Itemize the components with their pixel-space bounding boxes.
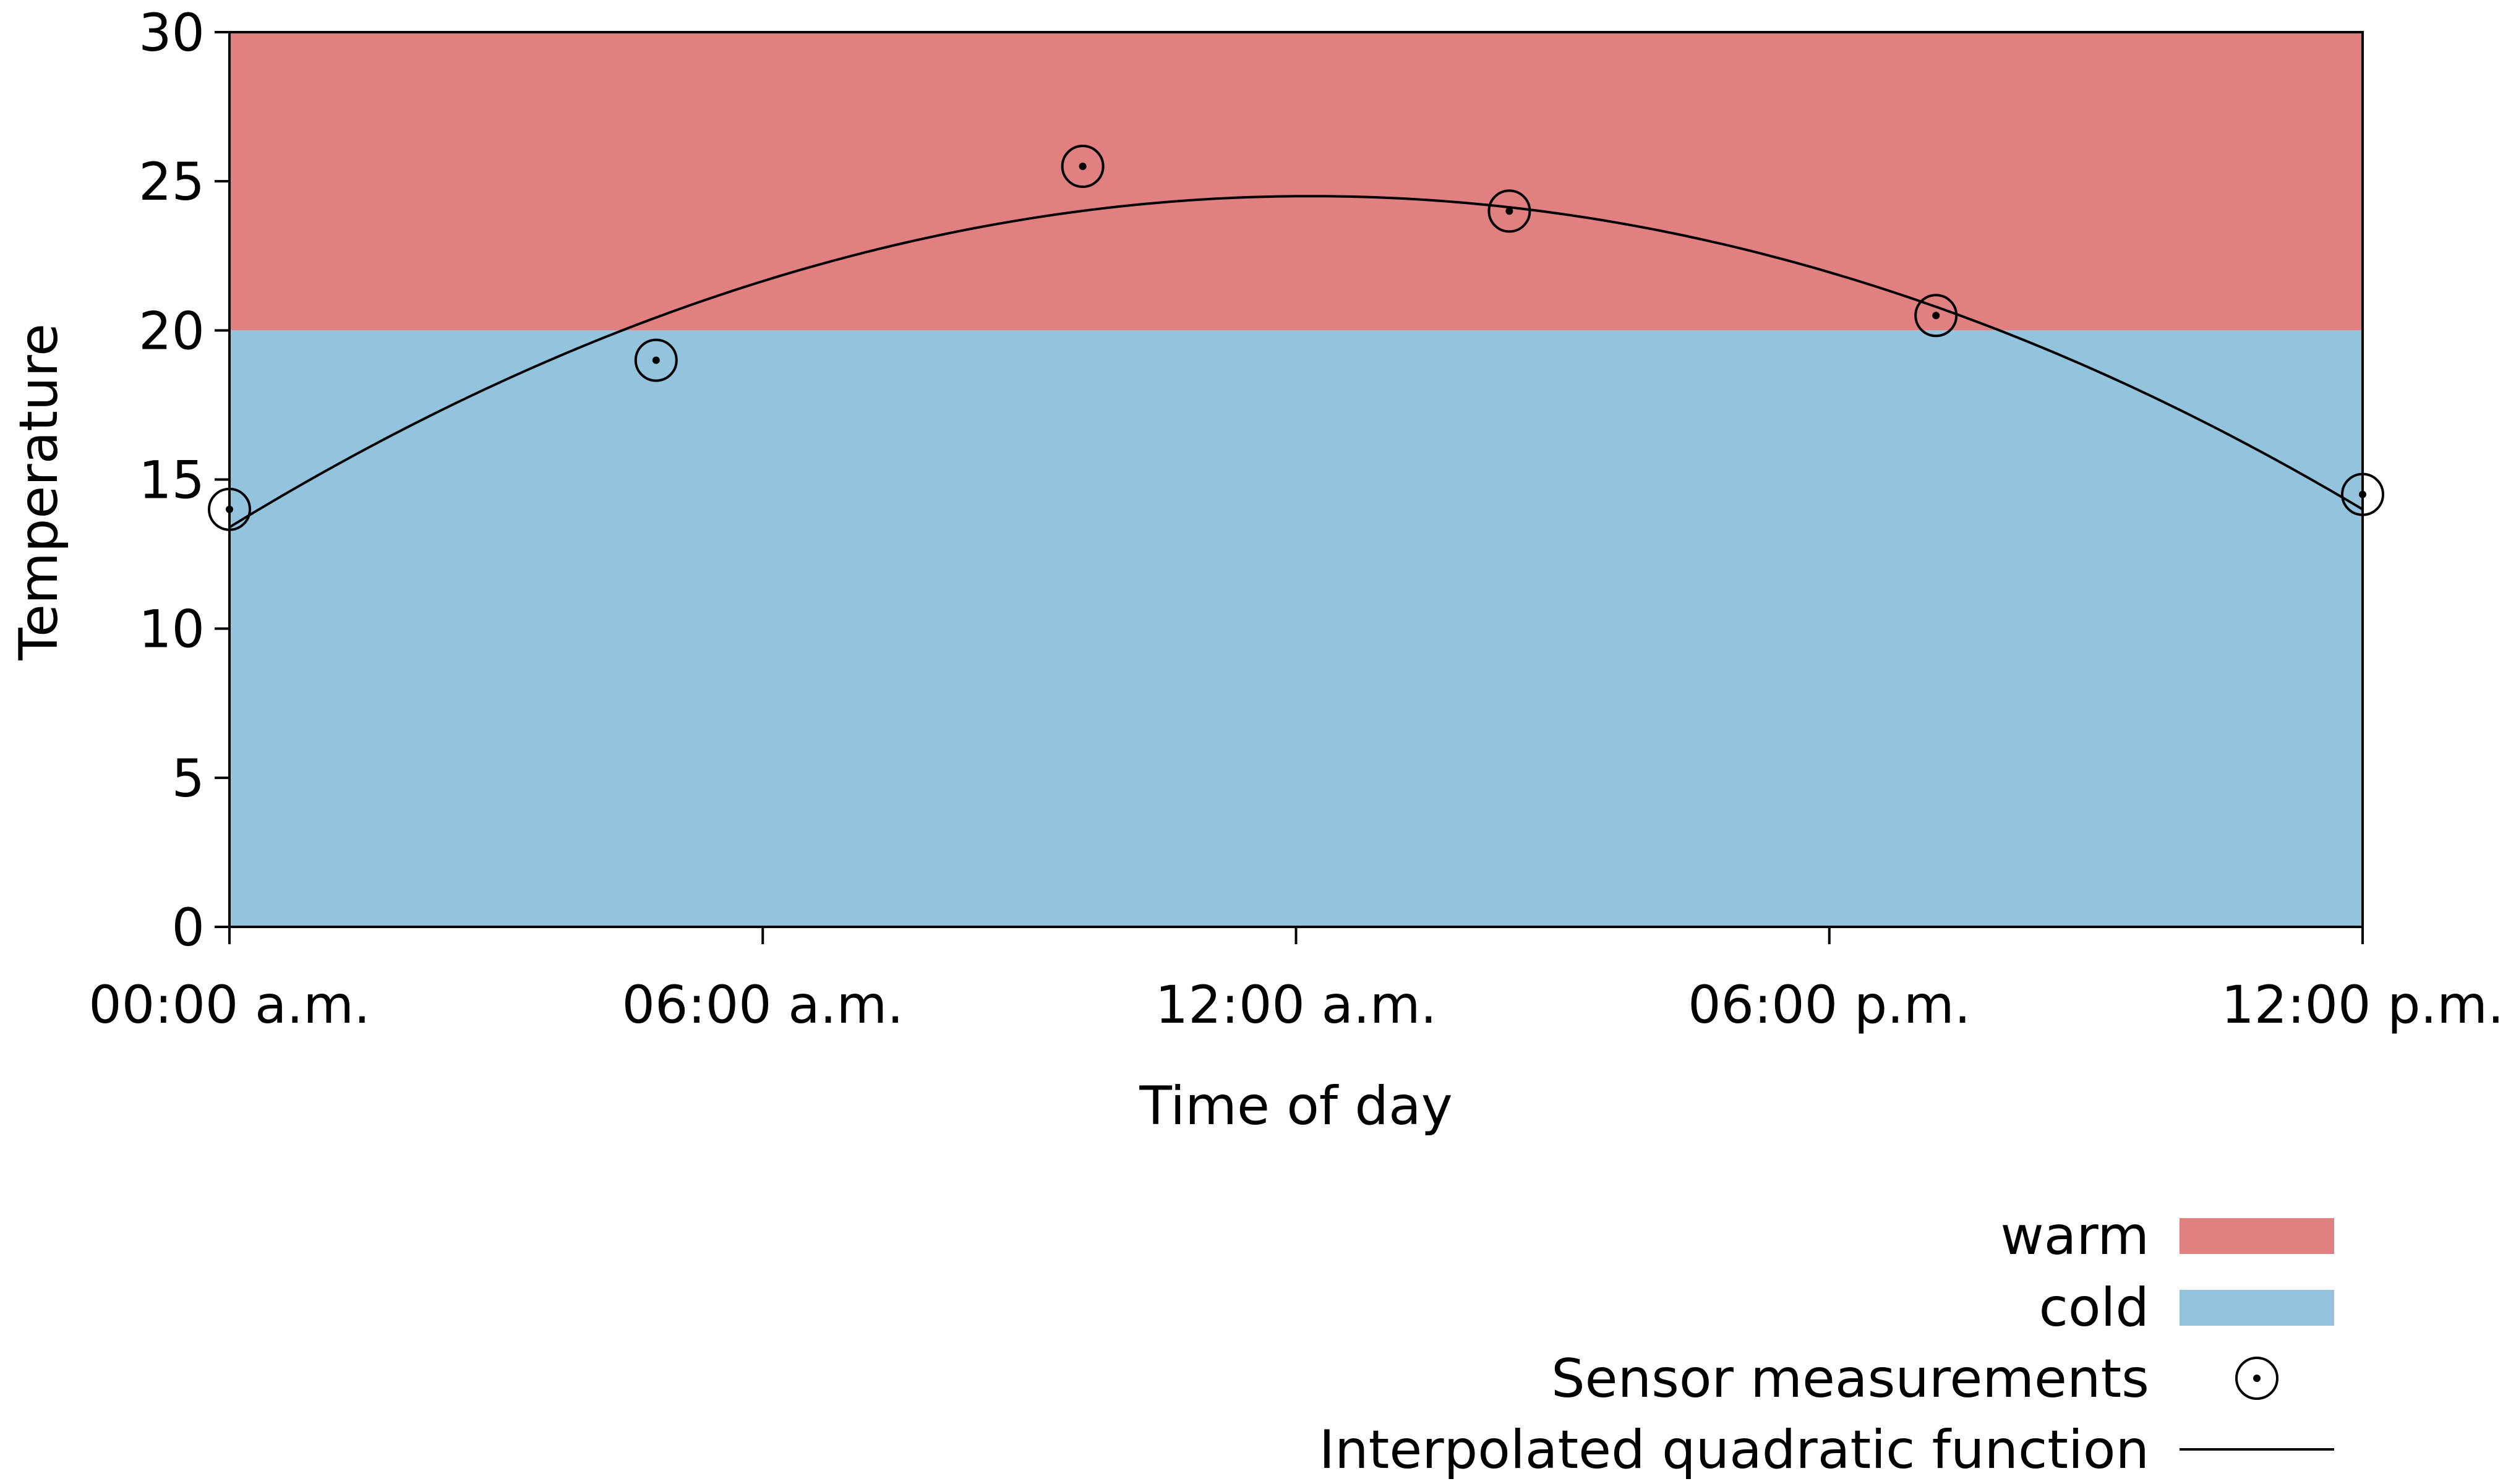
data-point-dot bbox=[1505, 207, 1513, 215]
y-axis: 0 5 10 15 20 25 30 bbox=[139, 2, 229, 958]
legend-swatch bbox=[2180, 1218, 2334, 1254]
data-point-dot bbox=[652, 356, 660, 364]
y-tick-label: 25 bbox=[139, 151, 205, 212]
points-layer bbox=[208, 145, 2384, 531]
legend-label: cold bbox=[2039, 1277, 2149, 1339]
data-point-ring bbox=[208, 487, 251, 531]
data-point-dot bbox=[1079, 163, 1087, 171]
legend-label: Sensor measurements bbox=[1551, 1348, 2149, 1410]
x-tick-label: 06:00 p.m. bbox=[1688, 974, 1970, 1035]
data-point-ring bbox=[2341, 472, 2384, 516]
data-point bbox=[208, 487, 251, 531]
legend: warm cold Sensor measurements Interpolated … bbox=[1319, 1205, 2334, 1481]
y-tick-label: 15 bbox=[139, 450, 205, 511]
legend-marker-dot bbox=[2253, 1375, 2261, 1382]
data-point-dot bbox=[226, 505, 233, 513]
x-tick-label: 06:00 a.m. bbox=[622, 974, 904, 1035]
legend-label: Interpolated quadratic function bbox=[1319, 1419, 2149, 1481]
legend-item: warm bbox=[2000, 1205, 2334, 1267]
quadratic-curve-line bbox=[228, 195, 2364, 529]
y-tick-label: 0 bbox=[172, 897, 205, 958]
data-point bbox=[1914, 294, 1958, 338]
legend-label: warm bbox=[2000, 1205, 2149, 1267]
legend-item: cold bbox=[2039, 1277, 2334, 1339]
data-point-dot bbox=[1932, 312, 1940, 320]
x-tick-label: 12:00 p.m. bbox=[2221, 974, 2503, 1035]
data-point bbox=[2341, 472, 2384, 516]
data-point bbox=[634, 338, 678, 382]
y-tick-label: 20 bbox=[139, 301, 205, 361]
data-point bbox=[1061, 145, 1105, 189]
x-tick-label: 00:00 a.m. bbox=[88, 974, 370, 1035]
data-point-ring bbox=[634, 338, 678, 382]
data-point-ring bbox=[1487, 189, 1531, 233]
y-tick-label: 10 bbox=[139, 599, 205, 660]
band-warm bbox=[229, 32, 2363, 331]
legend-item: Sensor measurements bbox=[1551, 1348, 2278, 1410]
legend-item: Interpolated quadratic function bbox=[1319, 1419, 2334, 1481]
data-point-ring bbox=[1061, 145, 1105, 189]
x-tick-label: 12:00 a.m. bbox=[1155, 974, 1437, 1035]
y-axis-label: Temperature bbox=[8, 323, 70, 661]
bands-layer bbox=[229, 32, 2363, 927]
band-cold bbox=[229, 330, 2363, 927]
legend-swatch bbox=[2180, 1290, 2334, 1326]
legend-marker-ring bbox=[2235, 1357, 2278, 1400]
data-point-dot bbox=[2359, 490, 2366, 498]
y-tick-label: 30 bbox=[139, 2, 205, 63]
x-axis-label: Time of day bbox=[1139, 1075, 1452, 1137]
curve-layer bbox=[228, 195, 2364, 529]
x-axis: 00:00 a.m. 06:00 a.m. 12:00 a.m. 06:00 p.m.… bbox=[88, 927, 2503, 1035]
data-point-ring bbox=[1914, 294, 1958, 338]
y-tick-label: 5 bbox=[172, 748, 205, 809]
data-point bbox=[1487, 189, 1531, 233]
